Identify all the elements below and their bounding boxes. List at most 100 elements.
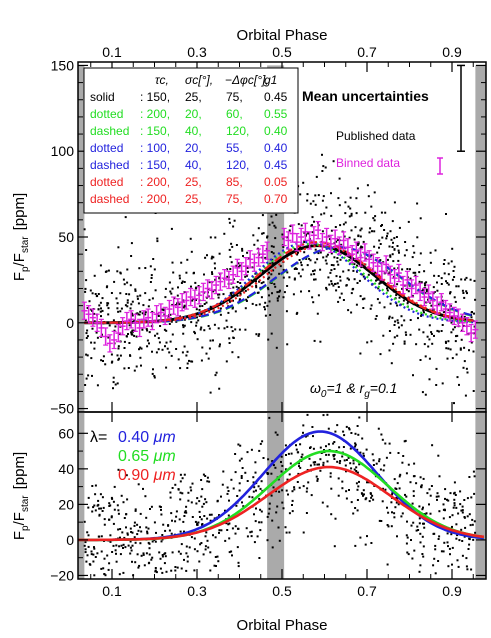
scatter-point <box>368 500 371 503</box>
scatter-point <box>199 543 202 546</box>
scatter-point <box>421 391 424 394</box>
scatter-point <box>241 249 244 252</box>
scatter-point <box>280 470 283 473</box>
scatter-point <box>388 442 391 445</box>
scatter-point <box>445 341 447 344</box>
scatter-point <box>155 571 158 574</box>
scatter-point <box>444 488 447 491</box>
scatter-point <box>270 215 273 218</box>
scatter-point <box>179 530 182 533</box>
scatter-point <box>332 454 335 457</box>
scatter-point <box>115 560 118 563</box>
scatter-point <box>465 290 468 293</box>
scatter-point <box>124 216 127 219</box>
scatter-point <box>252 481 255 484</box>
scatter-point <box>290 452 293 455</box>
scatter-point <box>268 300 271 303</box>
scatter-point <box>107 269 110 272</box>
scatter-point <box>104 270 107 273</box>
scatter-point <box>259 529 262 532</box>
top-gray-band-2 <box>475 65 486 413</box>
scatter-point <box>248 495 251 498</box>
scatter-point <box>403 319 406 322</box>
scatter-point <box>201 305 204 307</box>
scatter-point <box>457 565 460 568</box>
scatter-point <box>350 214 353 217</box>
scatter-point <box>288 229 291 232</box>
scatter-point <box>96 384 99 387</box>
scatter-point <box>396 482 399 485</box>
scatter-point <box>129 552 132 555</box>
scatter-point <box>469 278 472 281</box>
scatter-point <box>156 332 159 335</box>
scatter-point <box>438 510 441 513</box>
scatter-point <box>235 285 238 288</box>
scatter-point <box>326 413 329 416</box>
scatter-point <box>472 350 475 353</box>
scatter-point <box>468 543 471 546</box>
scatter-point <box>180 543 183 546</box>
scatter-point <box>349 207 352 210</box>
scatter-point <box>179 498 182 501</box>
scatter-point <box>464 526 467 529</box>
scatter-point <box>346 277 349 280</box>
scatter-point <box>350 311 353 314</box>
scatter-point <box>87 496 90 499</box>
scatter-point <box>342 430 345 433</box>
scatter-point <box>131 312 133 315</box>
scatter-point <box>175 348 178 350</box>
scatter-point <box>391 253 394 256</box>
scatter-point <box>218 531 220 534</box>
scatter-point <box>271 519 274 522</box>
scatter-point <box>196 550 199 553</box>
scatter-point <box>183 473 186 476</box>
scatter-point <box>470 341 473 344</box>
scatter-point <box>233 219 236 222</box>
scatter-point <box>285 531 288 534</box>
scatter-point <box>174 520 177 523</box>
scatter-point <box>297 272 300 275</box>
scatter-point <box>83 520 86 523</box>
scatter-point <box>338 462 341 465</box>
scatter-point <box>431 342 434 345</box>
scatter-point <box>200 542 203 544</box>
scatter-point <box>329 271 332 274</box>
scatter-point <box>442 263 445 265</box>
scatter-point <box>325 286 328 289</box>
scatter-point <box>393 201 396 204</box>
scatter-point <box>312 435 314 438</box>
scatter-point <box>235 504 238 507</box>
scatter-point <box>419 476 422 479</box>
scatter-point <box>396 245 399 247</box>
scatter-point <box>316 312 319 315</box>
scatter-point <box>177 286 179 289</box>
scatter-point <box>195 308 198 311</box>
scatter-point <box>377 287 380 290</box>
scatter-point <box>311 426 314 428</box>
scatter-point <box>137 483 140 486</box>
scatter-point <box>447 273 450 276</box>
scatter-point <box>283 291 286 294</box>
scatter-point <box>154 570 157 573</box>
scatter-point <box>231 307 234 310</box>
scatter-point <box>419 541 422 544</box>
scatter-point <box>139 310 142 313</box>
scatter-point <box>380 225 383 227</box>
scatter-point <box>325 206 328 209</box>
scatter-point <box>311 296 314 299</box>
scatter-point <box>255 286 258 289</box>
scatter-point <box>99 493 102 496</box>
top-gray-band-0 <box>78 65 85 413</box>
scatter-point <box>288 473 291 476</box>
scatter-point <box>136 553 139 556</box>
scatter-point <box>329 472 332 475</box>
scatter-point <box>414 274 417 277</box>
scatter-point <box>184 510 187 513</box>
scatter-point <box>257 334 260 337</box>
scatter-point <box>104 363 107 366</box>
scatter-point <box>332 442 335 445</box>
scatter-point <box>140 530 143 533</box>
scatter-point <box>177 550 180 553</box>
scatter-point <box>416 525 419 528</box>
scatter-point <box>434 572 437 575</box>
